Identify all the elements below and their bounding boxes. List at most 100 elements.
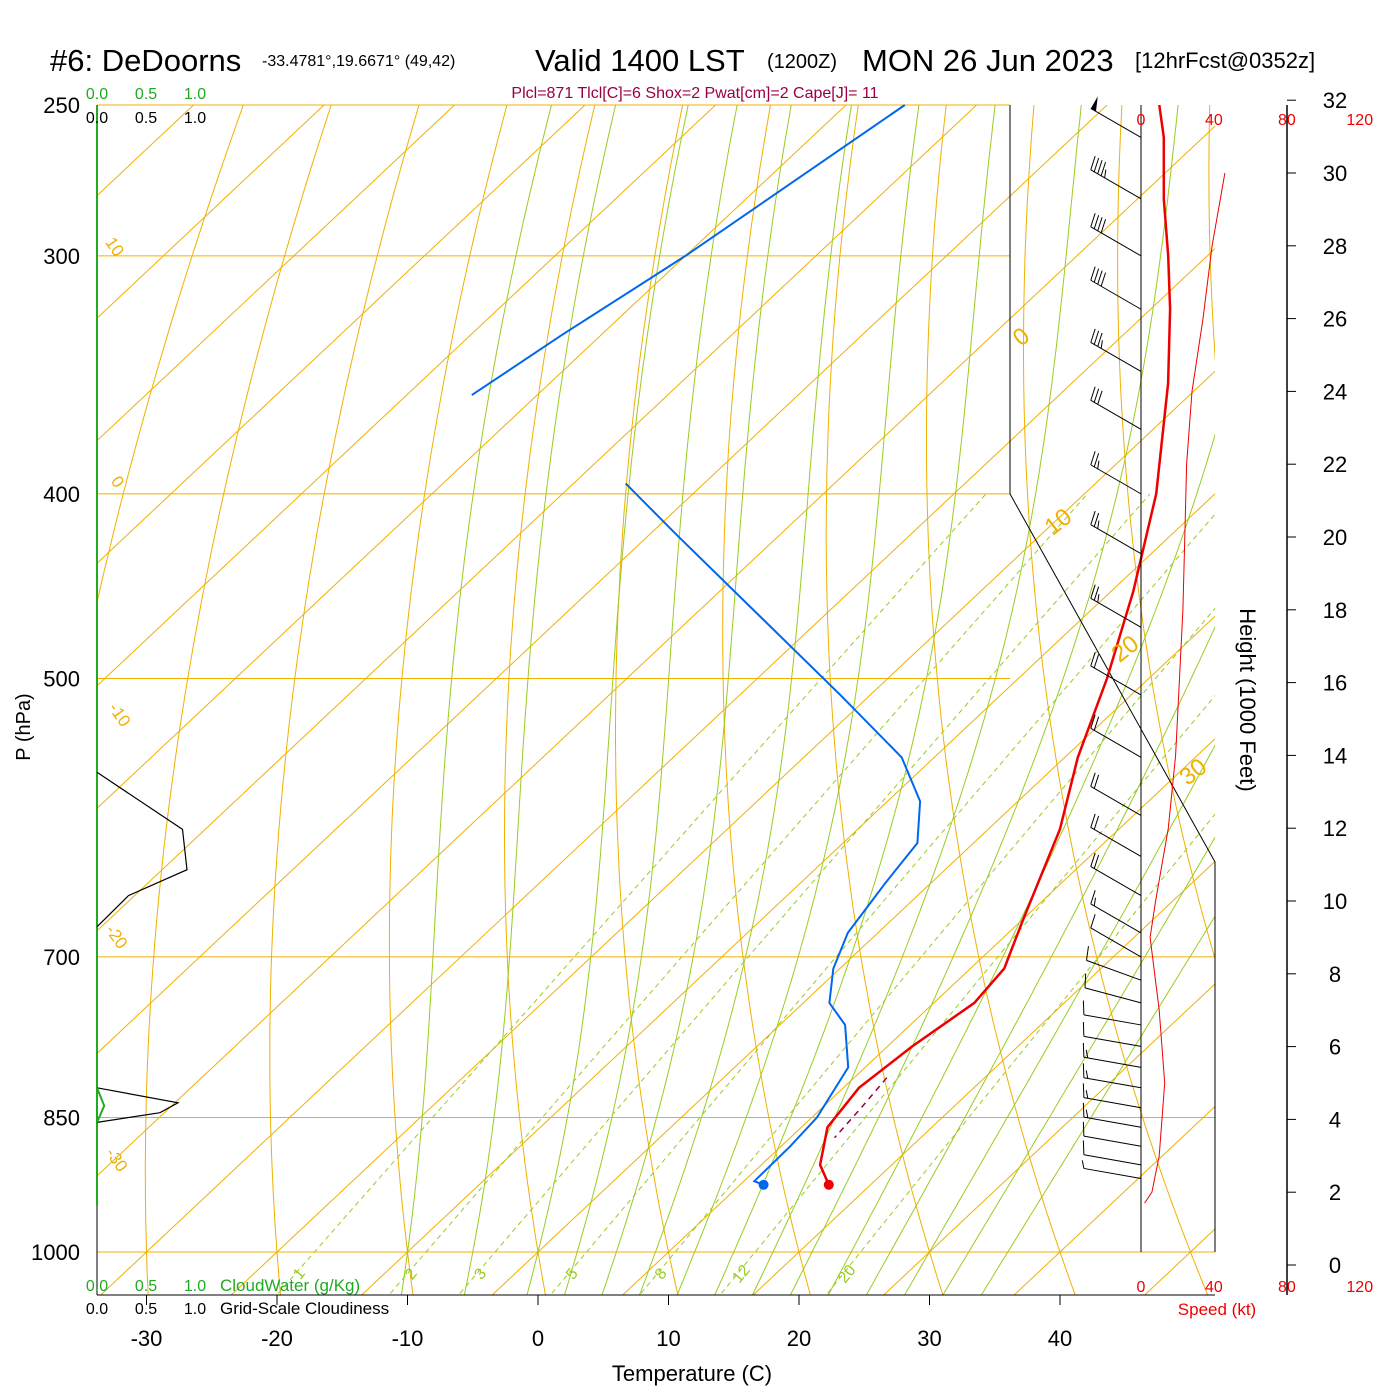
isotherm <box>491 615 1215 1295</box>
mixing-ratio-line <box>388 493 1088 1295</box>
isotherm <box>752 860 1215 1295</box>
dry-adiabat <box>1023 105 1209 1295</box>
moist-adiabat <box>714 105 996 1295</box>
dry-adiabat <box>926 105 1076 1295</box>
isotherm <box>361 493 1215 1295</box>
parcel-path <box>834 1077 888 1139</box>
x-tick-label: -10 <box>392 1326 424 1351</box>
speed-panel <box>1140 99 1296 1295</box>
speed-tick-label: 80 <box>1278 112 1296 129</box>
moist-adiabat <box>751 105 1082 1295</box>
pressure-label: 700 <box>43 945 80 970</box>
surface-dew-marker <box>758 1179 769 1190</box>
speed-tick-label: 0 <box>1137 112 1146 129</box>
moist-adiabat <box>601 105 792 1295</box>
height-tick-label: 0 <box>1329 1253 1341 1278</box>
isotherm <box>97 105 716 687</box>
cloud-axis-tick: 1.0 <box>184 1301 206 1318</box>
isotherm <box>883 983 1215 1295</box>
dewpoint-upper-profile <box>471 104 906 396</box>
cloudwater-profile <box>96 1087 106 1123</box>
cloudiness-profile <box>96 1087 180 1123</box>
isotherm <box>100 248 1215 1295</box>
mixing-ratio-label: 8 <box>652 1265 671 1283</box>
height-tick-label: 12 <box>1323 816 1347 841</box>
cloudwater-label: CloudWater (g/Kg) <box>220 1276 360 1295</box>
wind-barb <box>1090 852 1142 897</box>
wind-barb <box>1090 213 1142 257</box>
height-tick-label: 2 <box>1329 1180 1341 1205</box>
moist-adiabat <box>526 105 689 1295</box>
height-tick-label: 14 <box>1323 743 1347 768</box>
wind-barb <box>1082 1042 1142 1068</box>
x-tick-label: 0 <box>532 1326 544 1351</box>
height-tick-label: 10 <box>1323 889 1347 914</box>
wind-barbs <box>1081 96 1142 1179</box>
dry-adiabat <box>388 105 508 1295</box>
x-tick-label: 30 <box>917 1326 941 1351</box>
speed-tick-label: 80 <box>1278 1279 1296 1296</box>
mixing-ratio-line <box>638 607 1215 1295</box>
pressure-label: 400 <box>43 482 80 507</box>
moist-adiabat-label: 10 <box>1040 503 1078 541</box>
wind-barb <box>1090 96 1142 138</box>
moist-adiabat <box>563 105 738 1295</box>
cloud-axis-tick: 0.0 <box>86 1301 108 1318</box>
cloud-axis-tick: 0.5 <box>135 1278 157 1295</box>
cloud-axis-tick: 0.0 <box>86 110 108 127</box>
isotherm <box>230 370 1215 1295</box>
wind-barb <box>1090 328 1142 372</box>
cloud-axis-tick: 0.5 <box>135 110 157 127</box>
y-axis-title: P (hPa) <box>13 693 35 760</box>
dry-adiabat <box>504 105 596 1295</box>
mixing-ratio-label: 12 <box>729 1262 754 1287</box>
wind-barb <box>1090 890 1142 934</box>
height-tick-label: 24 <box>1323 379 1347 404</box>
moist-adiabat <box>463 105 617 1295</box>
wind-barb <box>1081 1160 1142 1179</box>
height-tick-label: 6 <box>1329 1035 1341 1060</box>
isotherm <box>97 125 1215 1177</box>
dry-adiabat <box>1117 105 1215 961</box>
cloudiness-label: Grid-Scale Cloudiness <box>220 1299 389 1318</box>
speed-tick-label: 40 <box>1205 112 1223 129</box>
wind-speed-profile <box>1144 172 1226 1204</box>
dry-adiabat <box>144 105 332 1295</box>
valid-utc: (1200Z) <box>767 51 837 73</box>
pressure-label: 300 <box>43 244 80 269</box>
dry-adiabat-label: -10 <box>105 699 135 730</box>
mixing-ratio-line <box>457 493 1151 1295</box>
speed-axis-title: Speed (kt) <box>1178 1300 1256 1319</box>
moist-adiabat <box>903 744 1215 1295</box>
height-axis-title: Height (1000 Feet) <box>1235 608 1260 791</box>
wind-barb <box>1082 1000 1142 1026</box>
moist-adiabat <box>638 105 852 1295</box>
wind-barb <box>1086 946 1142 981</box>
wind-barb <box>1082 1063 1142 1089</box>
cloud-axis-tick: 1.0 <box>184 110 206 127</box>
temperature-profile <box>818 104 1172 1186</box>
wind-barb <box>1090 772 1142 816</box>
speed-tick-label: 0 <box>1137 1279 1146 1296</box>
sounding-indices: Plcl=871 Tlcl[C]=6 Shox=2 Pwat[cm]=2 Cap… <box>511 85 878 102</box>
dewpoint-profile <box>624 482 922 1186</box>
dry-adiabat <box>1298 71 1400 1300</box>
moist-adiabat <box>789 105 1179 1295</box>
dry-adiabat <box>825 105 944 1295</box>
x-axis-title: Temperature (C) <box>612 1361 772 1386</box>
dry-adiabat <box>722 105 811 1295</box>
sounding-profiles <box>471 104 1172 1190</box>
isotherm <box>1144 1228 1215 1295</box>
wind-barb <box>1084 973 1142 1004</box>
dry-adiabat-label: -30 <box>102 1144 132 1175</box>
x-tick-label: -30 <box>131 1326 163 1351</box>
height-tick-label: 28 <box>1323 234 1347 259</box>
wind-barb <box>1090 266 1142 310</box>
cloudiness-profile <box>96 771 188 928</box>
dry-adiabat <box>269 105 420 1295</box>
mixing-ratio-line <box>719 694 1215 1295</box>
height-tick-label: 16 <box>1323 671 1347 696</box>
wind-barb <box>1090 510 1142 555</box>
height-tick-label: 4 <box>1329 1107 1341 1132</box>
